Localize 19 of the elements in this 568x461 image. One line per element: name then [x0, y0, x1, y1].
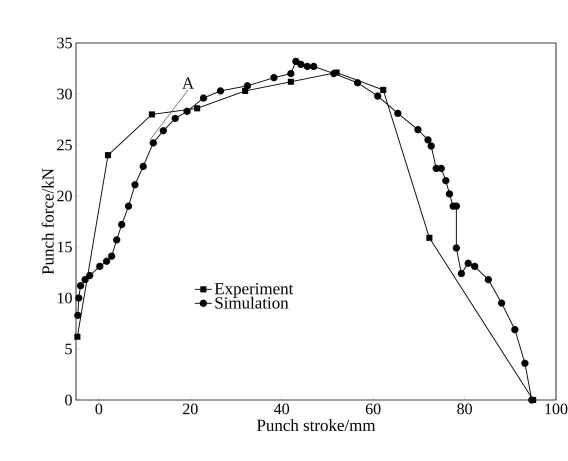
- x-tick-label: 20: [183, 404, 198, 414]
- y-tick-label: 10: [58, 292, 72, 304]
- y-tick-label: 5: [65, 344, 72, 354]
- y-tick-label: 15: [58, 242, 72, 252]
- x-tick-label: 80: [457, 404, 472, 414]
- x-tick-label: 60: [366, 404, 381, 414]
- annotation: A: [182, 77, 194, 89]
- y-tick-label: 0: [65, 394, 72, 406]
- x-tick-label: 40: [274, 404, 290, 414]
- x-tick-label: 100: [545, 404, 568, 414]
- legend-label: Simulation: [215, 296, 288, 309]
- x-tick-label: 0: [95, 404, 102, 414]
- y-tick-label: 20: [57, 190, 72, 202]
- legend-label: Experiment: [214, 282, 294, 298]
- y-tick-label: 30: [57, 88, 72, 100]
- y-tick-label: 25: [57, 140, 72, 150]
- y-axis-title: Punch force/kN: [42, 168, 54, 274]
- y-tick-label: 35: [57, 38, 72, 48]
- x-axis-title: Punch stroke/mm: [256, 419, 376, 432]
